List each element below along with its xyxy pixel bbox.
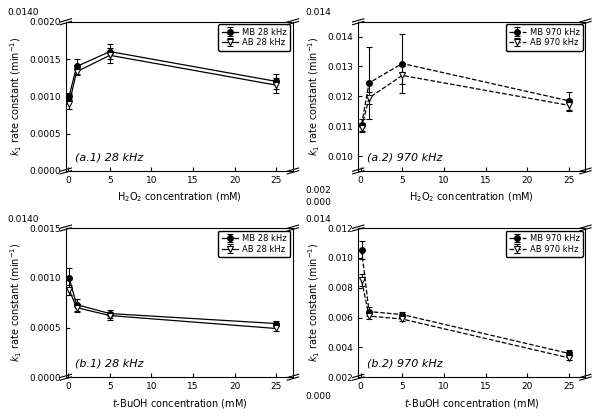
X-axis label: H$_2$O$_2$ concentration (mM): H$_2$O$_2$ concentration (mM): [409, 190, 534, 204]
X-axis label: $t$-BuOH concentration (mM): $t$-BuOH concentration (mM): [111, 397, 247, 410]
Text: (a.1) 28 kHz: (a.1) 28 kHz: [75, 152, 143, 162]
Text: (b.1) 28 kHz: (b.1) 28 kHz: [75, 358, 143, 368]
X-axis label: H$_2$O$_2$ concentration (mM): H$_2$O$_2$ concentration (mM): [117, 190, 242, 204]
Text: 0.002: 0.002: [305, 186, 331, 195]
Legend: MB 970 kHz, AB 970 kHz: MB 970 kHz, AB 970 kHz: [506, 24, 583, 51]
Legend: MB 970 kHz, AB 970 kHz: MB 970 kHz, AB 970 kHz: [506, 230, 583, 257]
Y-axis label: $k_1$ rate constant (min$^{-1}$): $k_1$ rate constant (min$^{-1}$): [8, 37, 24, 156]
Text: (b.2) 970 kHz: (b.2) 970 kHz: [367, 358, 443, 368]
X-axis label: $t$-BuOH concentration (mM): $t$-BuOH concentration (mM): [404, 397, 540, 410]
Y-axis label: $k_1$ rate constant (min$^{-1}$): $k_1$ rate constant (min$^{-1}$): [307, 37, 322, 156]
Y-axis label: $k_1$ rate constant (min$^{-1}$): $k_1$ rate constant (min$^{-1}$): [307, 243, 322, 362]
Text: 0.014: 0.014: [305, 8, 331, 17]
Text: 0.014: 0.014: [305, 214, 331, 224]
Legend: MB 28 kHz, AB 28 kHz: MB 28 kHz, AB 28 kHz: [218, 24, 291, 51]
Text: (a.2) 970 kHz: (a.2) 970 kHz: [367, 152, 443, 162]
Y-axis label: $k_1$ rate constant (min$^{-1}$): $k_1$ rate constant (min$^{-1}$): [8, 243, 24, 362]
Text: 0.0140: 0.0140: [7, 214, 38, 224]
Text: 0.000: 0.000: [305, 198, 331, 207]
Text: 0.0140: 0.0140: [7, 8, 38, 17]
Text: 0.000: 0.000: [305, 392, 331, 401]
Legend: MB 28 kHz, AB 28 kHz: MB 28 kHz, AB 28 kHz: [218, 230, 291, 257]
